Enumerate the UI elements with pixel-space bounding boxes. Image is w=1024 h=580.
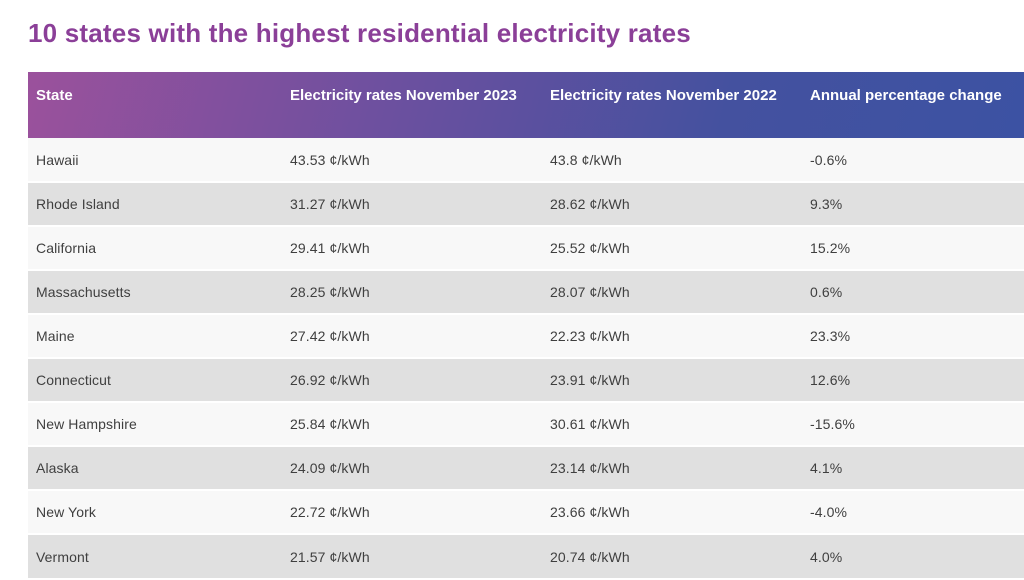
rate-2022-cell: 30.61 ¢/kWh <box>542 402 802 447</box>
state-cell: New Hampshire <box>28 402 282 447</box>
electricity-rates-table: State Electricity rates November 2023 El… <box>28 72 1024 578</box>
state-cell: Massachusetts <box>28 270 282 315</box>
rate-2022-cell: 23.66 ¢/kWh <box>542 490 802 535</box>
state-cell: Maine <box>28 314 282 359</box>
state-cell: Vermont <box>36 548 89 565</box>
col-header-state: State <box>36 87 73 104</box>
rate-2023-cell: 21.57 ¢/kWh <box>290 548 370 565</box>
change-cell: 12.6% <box>802 358 1024 403</box>
rate-2023-cell: 27.42 ¢/kWh <box>282 314 542 359</box>
rate-2022-cell: 43.8 ¢/kWh <box>542 138 802 183</box>
rate-2023-cell: 26.92 ¢/kWh <box>282 358 542 403</box>
change-cell: 4.0% <box>810 548 843 565</box>
table-row: Maine 27.42 ¢/kWh 22.23 ¢/kWh 23.3% <box>28 314 1024 359</box>
rate-2022-cell: 20.74 ¢/kWh <box>550 548 630 565</box>
rate-2022-cell: 23.14 ¢/kWh <box>542 446 802 491</box>
state-cell: California <box>28 226 282 271</box>
table-row: New Hampshire 25.84 ¢/kWh 30.61 ¢/kWh -1… <box>28 402 1024 447</box>
rate-2023-cell: 25.84 ¢/kWh <box>282 402 542 447</box>
table-row: New York 22.72 ¢/kWh 23.66 ¢/kWh -4.0% <box>28 490 1024 535</box>
rate-2023-cell: 22.72 ¢/kWh <box>282 490 542 535</box>
state-cell: Alaska <box>28 446 282 491</box>
table-row: Hawaii 43.53 ¢/kWh 43.8 ¢/kWh -0.6% <box>28 138 1024 183</box>
rate-2023-cell: 29.41 ¢/kWh <box>282 226 542 271</box>
table-row: Vermont 21.57 ¢/kWh 20.74 ¢/kWh 4.0% <box>28 534 1024 578</box>
rate-2022-cell: 28.07 ¢/kWh <box>542 270 802 315</box>
table-row: California 29.41 ¢/kWh 25.52 ¢/kWh 15.2% <box>28 226 1024 271</box>
table-row: Connecticut 26.92 ¢/kWh 23.91 ¢/kWh 12.6… <box>28 358 1024 403</box>
col-header-rate-2022: Electricity rates November 2022 <box>550 87 777 104</box>
change-cell: -0.6% <box>802 138 1024 183</box>
page-title: 10 states with the highest residential e… <box>28 18 691 48</box>
table-header-row: State Electricity rates November 2023 El… <box>28 72 1024 138</box>
state-cell: Connecticut <box>28 358 282 403</box>
state-cell: Hawaii <box>28 138 282 183</box>
change-cell: 0.6% <box>802 270 1024 315</box>
rate-2022-cell: 25.52 ¢/kWh <box>542 226 802 271</box>
rate-2023-cell: 31.27 ¢/kWh <box>282 182 542 227</box>
rate-2023-cell: 28.25 ¢/kWh <box>282 270 542 315</box>
change-cell: 9.3% <box>802 182 1024 227</box>
state-cell: New York <box>28 490 282 535</box>
rate-2022-cell: 23.91 ¢/kWh <box>542 358 802 403</box>
table-row: Massachusetts 28.25 ¢/kWh 28.07 ¢/kWh 0.… <box>28 270 1024 315</box>
col-header-rate-2023: Electricity rates November 2023 <box>290 87 517 104</box>
rate-2022-cell: 28.62 ¢/kWh <box>542 182 802 227</box>
change-cell: -4.0% <box>802 490 1024 535</box>
table-row: Rhode Island 31.27 ¢/kWh 28.62 ¢/kWh 9.3… <box>28 182 1024 227</box>
change-cell: 23.3% <box>802 314 1024 359</box>
change-cell: 15.2% <box>802 226 1024 271</box>
rate-2022-cell: 22.23 ¢/kWh <box>542 314 802 359</box>
table-row: Alaska 24.09 ¢/kWh 23.14 ¢/kWh 4.1% <box>28 446 1024 491</box>
change-cell: 4.1% <box>802 446 1024 491</box>
rate-2023-cell: 24.09 ¢/kWh <box>282 446 542 491</box>
col-header-change: Annual percentage change <box>810 87 1002 104</box>
rate-2023-cell: 43.53 ¢/kWh <box>282 138 542 183</box>
state-cell: Rhode Island <box>28 182 282 227</box>
change-cell: -15.6% <box>802 402 1024 447</box>
